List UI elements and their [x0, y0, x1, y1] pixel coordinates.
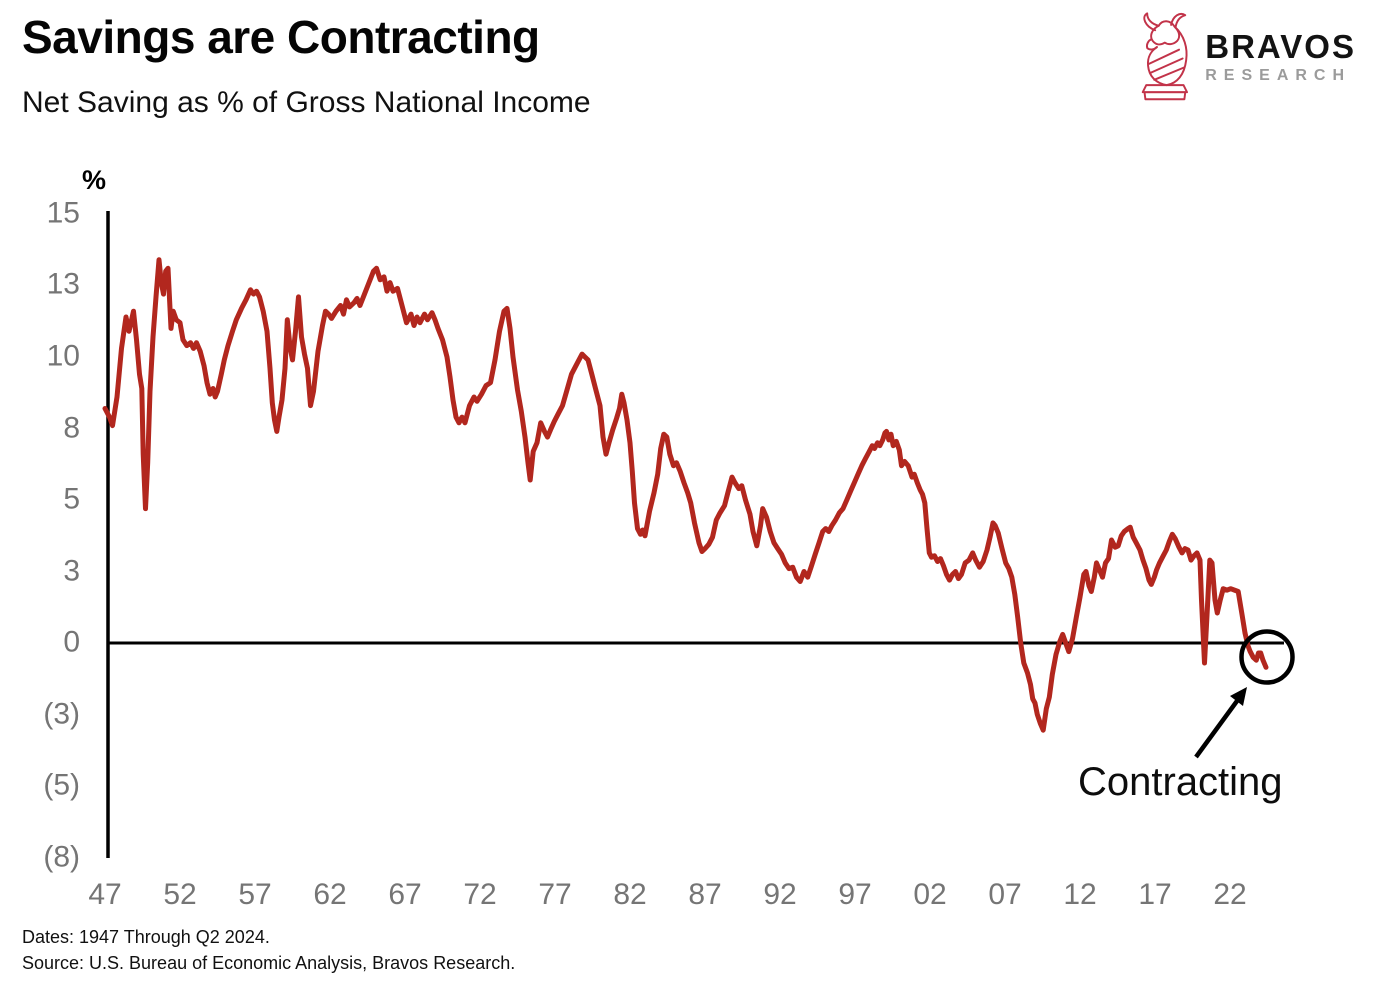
y-axis-unit-label: % [81, 165, 106, 195]
annotation-arrow-head [1230, 687, 1247, 706]
y-tick-label: 8 [63, 411, 80, 445]
x-tick-label: 12 [1063, 878, 1097, 911]
x-tick-label: 82 [613, 878, 647, 911]
savings-line-series [102, 257, 1269, 733]
y-tick-label: 5 [63, 482, 80, 516]
x-tick-label: 17 [1138, 878, 1172, 911]
y-tick-label: (8) [43, 840, 80, 874]
x-tick-label: 67 [388, 878, 422, 911]
x-tick-label: 07 [988, 878, 1022, 911]
bull-knight-logo-icon [1133, 8, 1195, 107]
y-tick-label: 10 [46, 339, 80, 373]
x-tick-label: 02 [913, 878, 947, 911]
x-tick-label: 92 [763, 878, 797, 911]
annotation-arrow-shaft [1194, 699, 1239, 759]
bravos-research-logo: BRAVOS RESEARCH [1133, 8, 1356, 107]
x-tick-label: 22 [1213, 878, 1247, 911]
x-tick-label: 72 [463, 878, 497, 911]
logo-name: BRAVOS [1205, 27, 1356, 65]
highlight-circle-annotation [1239, 629, 1295, 685]
x-tick-label: 77 [538, 878, 572, 911]
y-tick-label: 15 [46, 196, 80, 230]
chart-subtitle: Net Saving as % of Gross National Income [22, 86, 591, 119]
x-tick-label: 62 [313, 878, 347, 911]
y-tick-label: (3) [43, 697, 80, 731]
logo-wordmark: BRAVOS RESEARCH [1205, 27, 1356, 86]
y-tick-label: 13 [46, 267, 80, 301]
x-tick-label: 47 [88, 878, 122, 911]
footer-source: Source: U.S. Bureau of Economic Analysis… [22, 953, 516, 973]
contracting-annotation-label: Contracting [1078, 760, 1283, 804]
x-tick-label: 97 [838, 878, 872, 911]
logo-subname: RESEARCH [1205, 67, 1352, 85]
y-tick-label: 0 [63, 625, 80, 659]
x-tick-label: 57 [238, 878, 272, 911]
page-title: Savings are Contracting [22, 11, 540, 63]
x-tick-label: 87 [688, 878, 722, 911]
y-tick-label: (5) [43, 768, 80, 802]
x-tick-label: 52 [163, 878, 197, 911]
footer-dates: Dates: 1947 Through Q2 2024. [22, 927, 270, 947]
y-tick-label: 3 [63, 554, 80, 588]
